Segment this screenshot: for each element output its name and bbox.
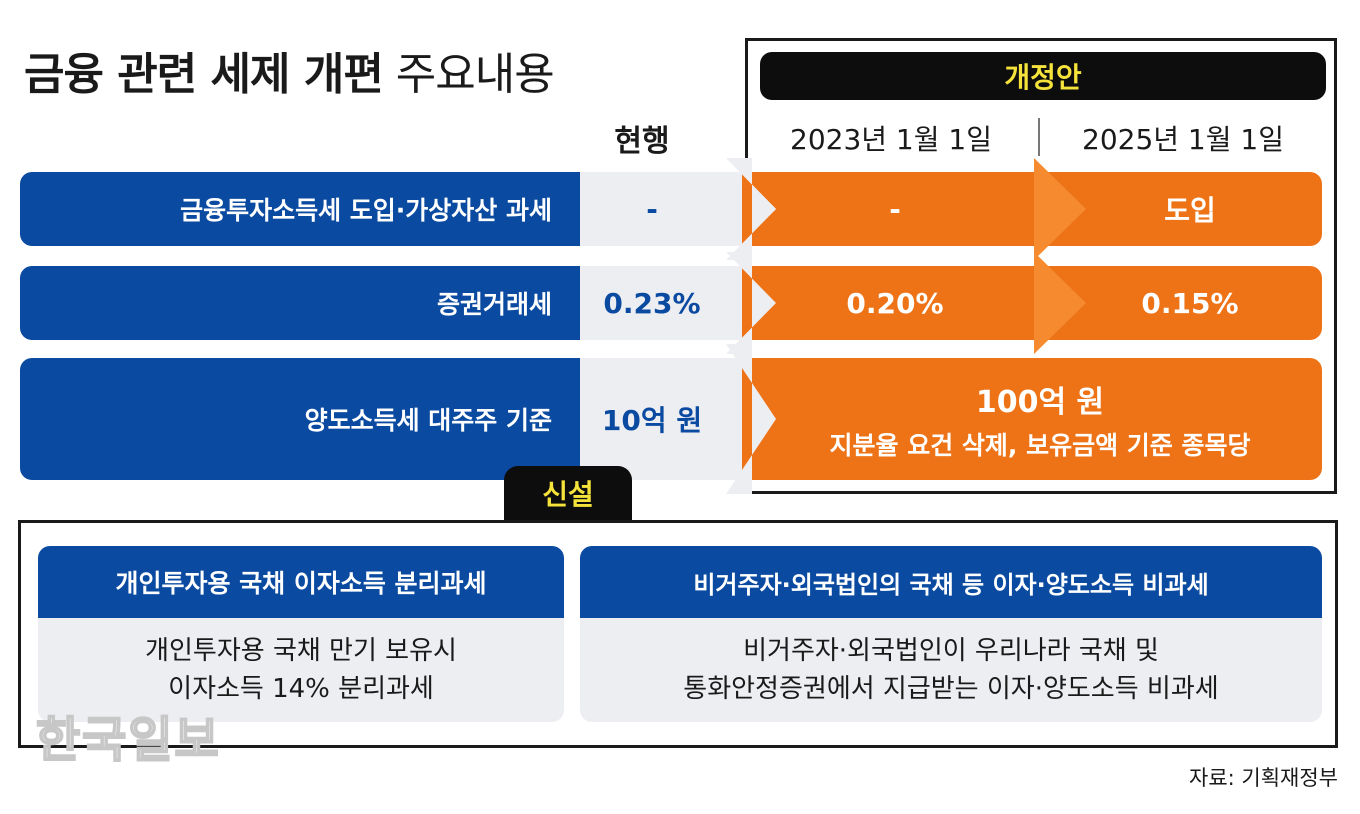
row2-2023: 0.20% [846, 286, 944, 320]
card2-line1: 비거주자·외국법인이 우리나라 국채 및 [743, 636, 1159, 666]
card1-body: 개인투자용 국채 만기 보유시 이자소득 14% 분리과세 [38, 618, 564, 722]
row1-label: 금융투자소득세 도입·가상자산 과세 [20, 172, 580, 246]
row1-proposal-bg [742, 172, 1322, 246]
row3-proposal-bg [742, 358, 1322, 480]
card2-line2: 통화안정증권에서 지급받는 이자·양도소득 비과세 [683, 674, 1219, 704]
title-light: 주요내용 [395, 49, 555, 100]
current-header: 현행 [614, 124, 670, 159]
title-bold: 금융 관련 세제 개편 [24, 49, 384, 100]
row3-label: 양도소득세 대주주 기준 [20, 358, 580, 480]
date-2023: 2023년 1월 1일 [790, 123, 992, 156]
date-2025: 2025년 1월 1일 [1082, 123, 1284, 156]
row2-current: 0.23% [552, 266, 752, 340]
proposal-header: 개정안 [760, 52, 1326, 100]
new-tag: 신설 [504, 466, 632, 520]
row3-merged-sub: 지분율 요건 삭제, 보유금액 기준 종목당 [829, 431, 1251, 460]
date-divider [1038, 118, 1040, 156]
row1-2023: - [889, 192, 901, 226]
row1-2025: 도입 [1164, 194, 1216, 227]
chevron-arrow [1034, 252, 1086, 354]
card1-line2: 이자소득 14% 분리과세 [168, 674, 434, 704]
chevron-arrow [726, 344, 776, 494]
row3-merged-main: 100억 원 [975, 385, 1105, 420]
watermark-logo: 한국일보 [35, 711, 221, 769]
card1-line1: 개인투자용 국채 만기 보유시 [145, 636, 457, 666]
chevron-arrow [726, 252, 776, 354]
chevron-arrow [1034, 158, 1086, 260]
row1-current: - [552, 172, 752, 246]
source-credit: 자료: 기획재정부 [1189, 766, 1338, 790]
card1-title: 개인투자용 국채 이자소득 분리과세 [38, 546, 564, 618]
row2-proposal-bg [742, 266, 1322, 340]
card2-title: 비거주자·외국법인의 국채 등 이자·양도소득 비과세 [580, 546, 1322, 618]
card2-body: 비거주자·외국법인이 우리나라 국채 및 통화안정증권에서 지급받는 이자·양도… [580, 618, 1322, 722]
new-section-frame [18, 520, 1338, 748]
row3-current: 10억 원 [552, 358, 752, 480]
chevron-arrow [726, 158, 776, 233]
row2-label: 증권거래세 [20, 266, 580, 340]
row2-2025: 0.15% [1141, 286, 1239, 320]
page-title: 금융 관련 세제 개편 주요내용 [24, 38, 555, 102]
